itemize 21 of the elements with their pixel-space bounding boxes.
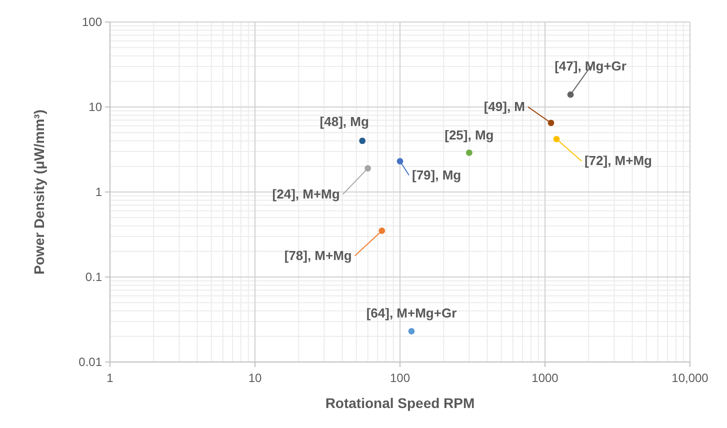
series-label: [49], M	[484, 98, 525, 114]
series-label: [47], Mg+Gr	[554, 58, 626, 74]
text: [72], M+Mg	[584, 153, 652, 168]
y-tick-label: 0.1	[85, 270, 102, 284]
y-tick-label: 100	[82, 15, 102, 29]
legend-label: [79], Mg	[412, 167, 462, 182]
x-tick-label: 10,000	[672, 371, 709, 385]
y-tick-label: 10	[88, 100, 102, 114]
y-axis-title: Power Density (μW/mm³)	[31, 110, 47, 274]
y-tick-label: 1	[95, 185, 102, 199]
text: [24], M+Mg	[272, 186, 340, 202]
x-tick-label: 1000	[532, 371, 559, 385]
y-tick-label: 0.01	[78, 355, 102, 369]
series-label: [25], Mg	[444, 128, 494, 143]
x-tick-label: 10	[248, 371, 262, 385]
series-label: [64], M+Mg+Gr	[366, 305, 457, 320]
x-tick-label: 100	[390, 371, 410, 385]
x-tick-label: 1	[106, 371, 114, 385]
text: [78], M+Mg	[284, 248, 352, 263]
x-axis-title: Rotational Speed RPM	[325, 395, 475, 411]
series-label: [48], Mg	[320, 114, 369, 129]
